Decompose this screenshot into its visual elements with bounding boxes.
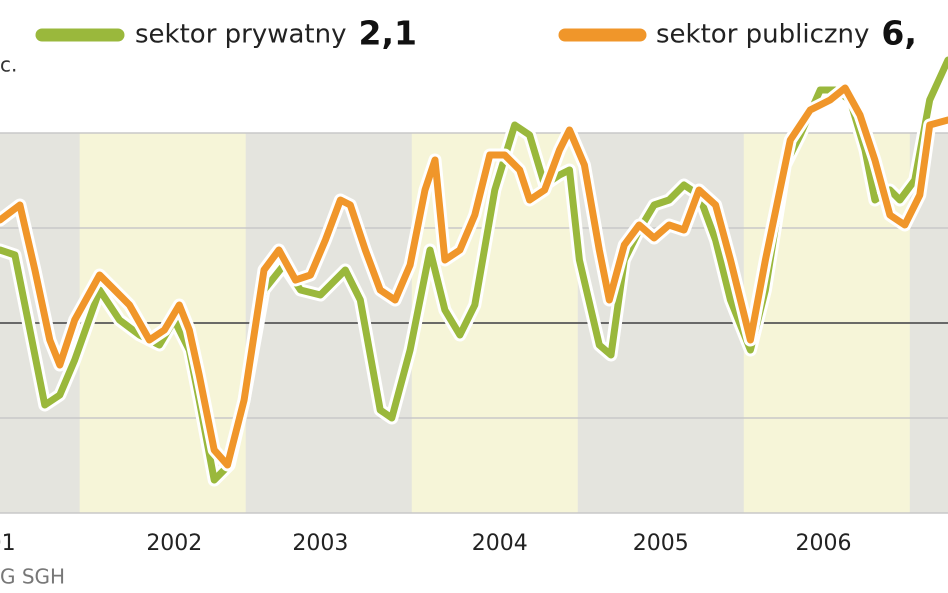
unit-label: c. — [0, 53, 17, 77]
x-tick-label: 2006 — [795, 531, 851, 556]
source: G SGH — [0, 565, 65, 589]
x-tick-label: 01 — [0, 531, 16, 556]
legend: sektor prywatny 2,1 sektor publiczny 6, — [35, 14, 917, 53]
legend-value: 6, — [881, 14, 917, 53]
legend-label: sektor publiczny — [656, 20, 869, 50]
lines — [0, 53, 948, 487]
grid — [0, 132, 948, 514]
legend-value: 2,1 — [359, 14, 417, 53]
x-tick-label: 2003 — [292, 531, 348, 556]
x-tick-label: 2004 — [472, 531, 528, 556]
series-line — [0, 84, 948, 469]
legend-label: sektor prywatny — [135, 20, 347, 50]
x-tick-label: 2005 — [633, 531, 689, 556]
x-tick-label: 2002 — [146, 531, 202, 556]
